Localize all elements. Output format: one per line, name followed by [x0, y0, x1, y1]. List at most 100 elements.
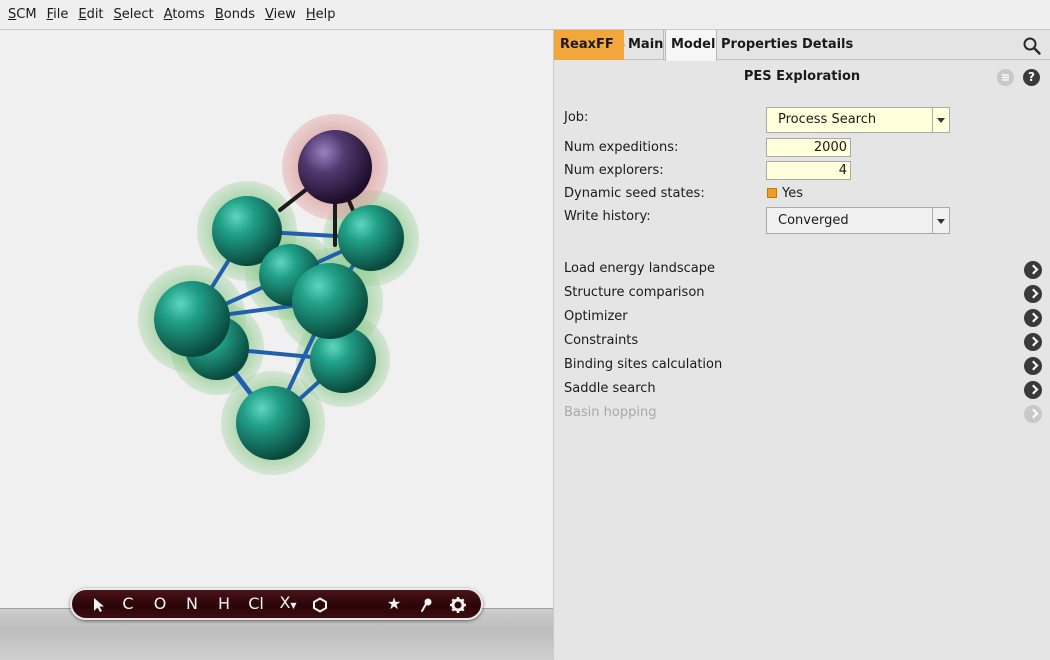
num-explorers-field[interactable]: 4 — [766, 161, 851, 180]
chevron-right-icon — [1024, 285, 1042, 303]
menu-file[interactable]: File — [42, 0, 74, 30]
atom-teal — [338, 205, 404, 271]
atom-teal — [236, 386, 310, 460]
hydrogen-tool[interactable]: H — [217, 594, 231, 613]
atom-teal — [212, 196, 282, 266]
num-expeditions-field[interactable]: 2000 — [766, 138, 851, 157]
atoms[interactable] — [154, 130, 404, 460]
menu-help-mnemonic: H — [305, 6, 316, 22]
menu-bonds-mnemonic: B — [214, 6, 224, 22]
menu-file-mnemonic: F — [46, 6, 54, 22]
chevron-right-icon — [1024, 333, 1042, 351]
molecule-viewport[interactable] — [0, 30, 554, 660]
dynamic-seed-checkbox[interactable] — [767, 188, 777, 198]
tab-reaxff-label: ReaxFF — [560, 37, 614, 52]
chlorine-tool[interactable]: Cl — [248, 594, 264, 613]
menu-bonds-label: onds — [223, 6, 255, 22]
menu-help[interactable]: Help — [301, 0, 341, 30]
section-label: Basin hopping — [564, 405, 657, 420]
num-explorers-label: Num explorers: — [564, 163, 664, 178]
search-icon[interactable] — [1022, 36, 1042, 56]
section-label: Saddle search — [564, 381, 656, 396]
other-element-tool[interactable]: X▼ — [272, 589, 304, 620]
menu-select-mnemonic: S — [113, 6, 122, 22]
molecule-view[interactable] — [0, 30, 554, 660]
menu-edit-label: dit — [86, 6, 104, 22]
section-binding-sites[interactable]: Binding sites calculation — [564, 355, 1042, 377]
atom-purple — [298, 130, 372, 204]
menu-edit[interactable]: Edit — [73, 0, 108, 30]
write-history-select[interactable]: Converged — [766, 207, 950, 234]
star-icon[interactable]: ★ — [386, 594, 402, 613]
chevron-right-icon — [1024, 405, 1042, 423]
tab-reaxff-arrow — [616, 30, 625, 60]
menu-file-label: ile — [53, 6, 69, 22]
tab-main[interactable]: Main — [624, 30, 664, 60]
atom-teal — [292, 263, 368, 339]
section-load-energy-landscape[interactable]: Load energy landscape — [564, 259, 1042, 281]
chevron-right-icon — [1024, 309, 1042, 327]
menu-view-label: iew — [273, 6, 296, 22]
section-optimizer[interactable]: Optimizer — [564, 307, 1042, 329]
help-icon[interactable]: ? — [1023, 69, 1040, 86]
section-label: Optimizer — [564, 309, 628, 324]
section-label: Load energy landscape — [564, 261, 715, 276]
section-saddle-search[interactable]: Saddle search — [564, 379, 1042, 401]
dynamic-seed-label: Dynamic seed states: — [564, 186, 705, 201]
menu-atoms[interactable]: Atoms — [159, 0, 210, 30]
menu-scm-label: CM — [16, 6, 37, 22]
tab-bar: ReaxFF Main Model Properties Details — [554, 30, 1050, 61]
settings-panel: ReaxFF Main Model Properties Details PES… — [554, 30, 1050, 660]
menu-scm-mnemonic: S — [8, 6, 17, 22]
tab-properties[interactable]: Properties — [721, 30, 798, 60]
chevron-down-icon — [932, 208, 949, 233]
section-label: Constraints — [564, 333, 639, 348]
tab-model[interactable]: Model — [665, 30, 717, 61]
gear-icon[interactable] — [442, 590, 474, 618]
section-structure-comparison[interactable]: Structure comparison — [564, 283, 1042, 305]
write-history-label: Write history: — [564, 209, 651, 224]
menu-help-label: elp — [315, 6, 336, 22]
nitrogen-tool[interactable]: N — [186, 594, 198, 613]
menu-bonds[interactable]: Bonds — [210, 0, 260, 30]
section-constraints[interactable]: Constraints — [564, 331, 1042, 353]
menu-scm[interactable]: SCM — [3, 0, 42, 30]
atom-teal — [154, 281, 230, 357]
write-history-value: Converged — [778, 213, 849, 228]
menu-view[interactable]: View — [260, 0, 301, 30]
pin-icon[interactable] — [410, 590, 442, 618]
list-menu-icon[interactable] — [997, 69, 1014, 86]
section-label: Structure comparison — [564, 285, 705, 300]
atom-teal — [310, 327, 376, 393]
tab-main-label: Main — [628, 37, 664, 52]
chevron-right-icon — [1024, 381, 1042, 399]
menu-atoms-label: toms — [172, 6, 205, 22]
menu-view-mnemonic: V — [264, 6, 274, 22]
pointer-tool-icon[interactable] — [86, 590, 112, 618]
menu-bar: SCM File Edit Select Atoms Bonds View He… — [0, 0, 1050, 30]
page-title: PES Exploration — [743, 69, 861, 84]
chevron-right-icon — [1024, 261, 1042, 279]
menu-select[interactable]: Select — [109, 0, 159, 30]
num-expeditions-label: Num expeditions: — [564, 140, 679, 155]
job-select[interactable]: Process Search — [766, 107, 950, 133]
tab-properties-label: Properties — [721, 37, 798, 52]
ring-tool-icon[interactable] — [304, 590, 336, 618]
dropdown-triangle-icon: ▼ — [290, 600, 297, 610]
menu-select-label: elect — [121, 6, 154, 22]
chevron-right-icon — [1024, 357, 1042, 375]
menu-edit-mnemonic: E — [78, 6, 87, 22]
section-basin-hopping: Basin hopping — [564, 403, 1042, 425]
menu-atoms-mnemonic: A — [163, 6, 173, 22]
tab-details-label: Details — [802, 37, 854, 52]
builder-toolbar: C O N H Cl X▼ ★ — [70, 588, 483, 620]
tab-details[interactable]: Details — [802, 30, 862, 60]
job-select-value: Process Search — [778, 112, 877, 127]
dynamic-seed-value: Yes — [782, 186, 803, 201]
job-label: Job: — [564, 110, 589, 125]
tab-reaxff[interactable]: ReaxFF — [554, 30, 624, 60]
oxygen-tool[interactable]: O — [153, 594, 167, 613]
chevron-down-icon — [932, 108, 949, 132]
other-element-label: X — [279, 592, 291, 612]
carbon-tool[interactable]: C — [122, 594, 134, 613]
